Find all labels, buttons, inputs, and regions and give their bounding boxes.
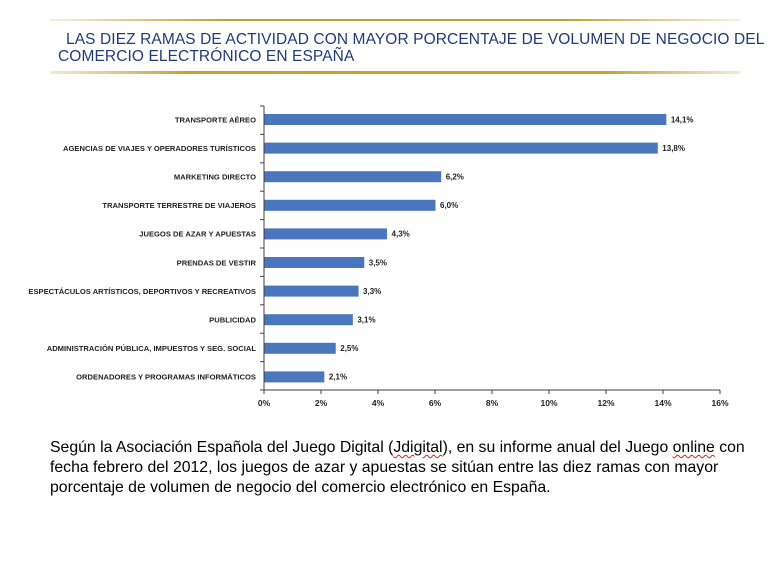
x-tick-label: 4% xyxy=(372,398,385,408)
bar xyxy=(264,114,667,125)
data-label: 3,3% xyxy=(363,287,381,296)
category-label: PUBLICIDAD xyxy=(209,316,256,325)
category-label: ESPECTÁCULOS ARTÍSTICOS, DEPORTIVOS Y RE… xyxy=(28,287,256,296)
caption-part-3: con fecha febrero del 2012, los juegos d… xyxy=(50,439,745,496)
caption-part-2: ), en su informe anual del Juego xyxy=(442,439,673,456)
x-tick-label: 14% xyxy=(654,398,671,408)
title-line-1: LAS DIEZ RAMAS DE ACTIVIDAD CON MAYOR PO… xyxy=(66,31,765,48)
bar xyxy=(264,257,365,268)
data-label: 6,2% xyxy=(446,173,464,182)
bar xyxy=(264,285,359,297)
bar xyxy=(264,342,336,354)
bar xyxy=(264,199,436,211)
data-label: 3,1% xyxy=(357,316,375,325)
x-tick-label: 16% xyxy=(711,398,728,408)
x-tick-label: 6% xyxy=(429,398,442,408)
data-label: 4,3% xyxy=(392,230,410,239)
category-label: JUEGOS DE AZAR Y APUESTAS xyxy=(139,230,256,239)
x-tick-label: 8% xyxy=(486,398,499,408)
category-label: TRANSPORTE TERRESTRE DE VIAJEROS xyxy=(102,201,256,210)
bar-chart: 0% 2% 4% 6% 8% 10% 12% 14% 16% TRANSPORTE AÉREO 14… xyxy=(28,105,729,408)
data-label: 6,0% xyxy=(440,201,458,210)
data-label: 14,1% xyxy=(671,115,694,124)
x-tick-label: 10% xyxy=(540,398,557,408)
title-line-2: COMERCIO ELECTRÓNICO EN ESPAÑA xyxy=(58,48,355,65)
category-label: ADMINISTRACIÓN PÚBLICA, IMPUESTOS Y SEG.… xyxy=(47,344,257,353)
bar xyxy=(264,171,442,183)
caption-text: Según la Asociación Española del Juego D… xyxy=(50,438,750,498)
category-label: TRANSPORTE AÉREO xyxy=(175,115,256,124)
title-top-rule xyxy=(50,19,740,21)
caption-online: online xyxy=(672,439,715,456)
data-label: 2,5% xyxy=(340,344,358,353)
x-tick-label: 0% xyxy=(258,398,271,408)
bar xyxy=(264,371,325,383)
bar xyxy=(264,142,658,154)
bar xyxy=(264,228,388,240)
category-label: MARKETING DIRECTO xyxy=(174,173,256,182)
title-bottom-rule xyxy=(50,71,740,74)
bar xyxy=(264,314,353,326)
x-tick-label: 2% xyxy=(315,398,328,408)
data-label: 13,8% xyxy=(662,144,685,153)
caption-jdigital: Jdigital xyxy=(393,439,443,456)
slide-title: LAS DIEZ RAMAS DE ACTIVIDAD CON MAYOR PO… xyxy=(58,31,765,65)
category-label: AGENCIAS DE VIAJES Y OPERADORES TURÍSTIC… xyxy=(63,144,256,153)
x-tick-label: 12% xyxy=(597,398,614,408)
data-label: 3,5% xyxy=(369,258,387,267)
category-label: ORDENADORES Y PROGRAMAS INFORMÁTICOS xyxy=(76,373,256,382)
data-label: 2,1% xyxy=(329,373,347,382)
category-label: PRENDAS DE VESTIR xyxy=(177,258,257,267)
caption-part-1: Según la Asociación Española del Juego D… xyxy=(50,439,394,456)
